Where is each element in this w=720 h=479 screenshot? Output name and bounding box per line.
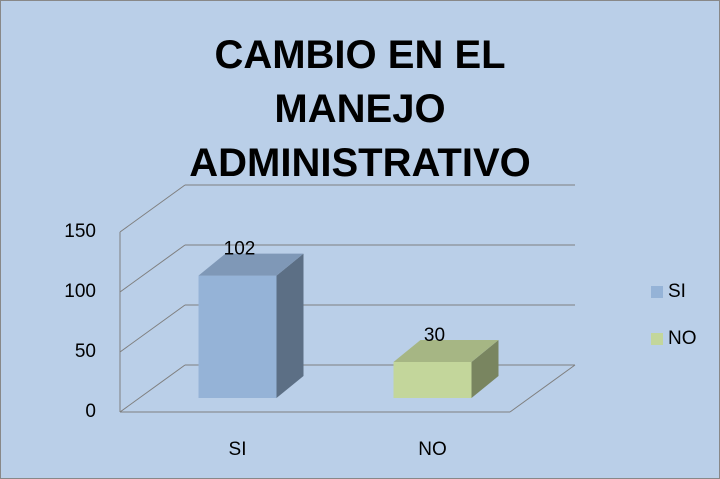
legend-swatch [651,333,663,345]
legend-swatch [651,286,663,298]
y-tick-label: 50 [75,341,96,362]
bar [393,340,499,398]
grid-line [119,364,186,413]
grid-line [119,304,186,353]
bar-top [198,253,304,276]
legend-label: SI [668,281,686,302]
x-tick-label: NO [418,439,447,460]
bar-front [393,362,472,398]
bar [198,253,304,398]
y-tick-label: 0 [85,401,96,422]
legend-label: NO [668,328,697,349]
y-tick-label: 100 [64,281,96,302]
value-label: 102 [224,239,256,260]
bar-side [276,253,304,398]
x-tick-label: SI [229,439,247,460]
bar-top [393,340,499,362]
chart-title: CAMBIO EN EL MANEJO ADMINISTRATIVO [189,33,531,185]
bar-front [198,275,277,398]
grid-line [119,184,186,233]
value-label: 30 [424,325,445,346]
y-tick-label: 150 [64,221,96,242]
bar-side [471,340,499,398]
grid-line [119,244,186,293]
floor-edge [509,364,576,413]
